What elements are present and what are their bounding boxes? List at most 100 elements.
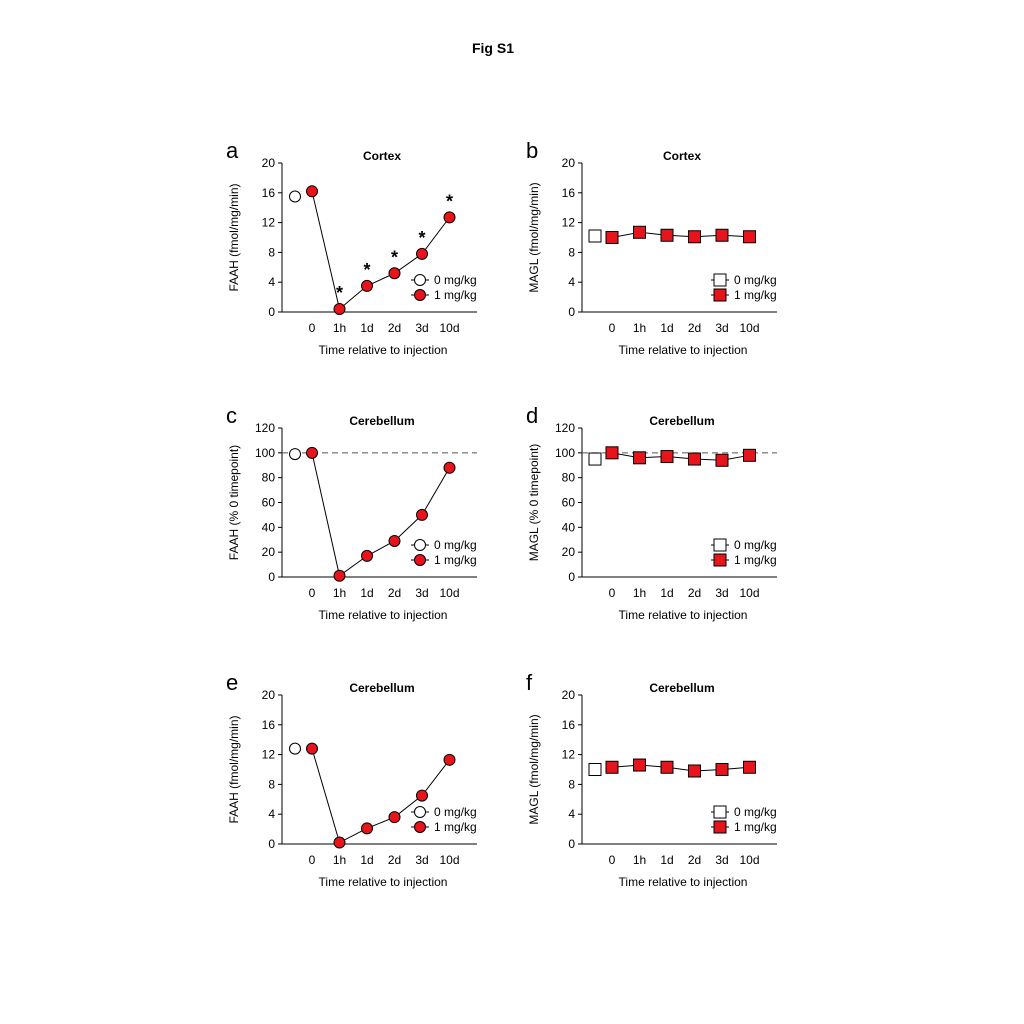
panel-letter: a bbox=[226, 138, 239, 163]
x-axis-label: Time relative to injection bbox=[319, 875, 448, 889]
data-point-marker bbox=[306, 185, 318, 198]
data-point-marker bbox=[660, 760, 674, 774]
series-line bbox=[611, 231, 750, 238]
series-line bbox=[611, 764, 750, 772]
x-tick-label: 1d bbox=[360, 853, 373, 867]
x-tick-label: 2d bbox=[688, 321, 701, 335]
y-tick-label: 8 bbox=[568, 245, 575, 259]
legend-marker bbox=[414, 274, 426, 286]
data-point-marker bbox=[289, 742, 301, 755]
panel-letter: f bbox=[526, 670, 533, 695]
data-point-marker bbox=[605, 231, 619, 244]
data-point-marker bbox=[688, 764, 701, 778]
x-tick-label: 1d bbox=[360, 321, 373, 335]
data-point-marker bbox=[588, 229, 602, 243]
y-tick-label: 20 bbox=[562, 688, 576, 702]
data-point-marker bbox=[633, 225, 646, 239]
y-tick-label: 20 bbox=[562, 156, 576, 170]
x-axis-label: Time relative to injection bbox=[319, 608, 448, 622]
x-tick-label: 1h bbox=[333, 853, 346, 867]
y-tick-label: 60 bbox=[562, 496, 576, 510]
y-axis-label: FAAH (% 0 timepoint) bbox=[227, 445, 241, 560]
y-tick-label: 20 bbox=[262, 688, 276, 702]
legend-label: 1 mg/kg bbox=[434, 553, 477, 567]
x-tick-label: 1d bbox=[660, 853, 673, 867]
legend-marker bbox=[713, 553, 727, 567]
data-point-marker bbox=[605, 760, 619, 774]
series-line bbox=[311, 748, 450, 844]
x-tick-label: 10d bbox=[439, 853, 459, 867]
y-tick-label: 120 bbox=[255, 421, 275, 435]
legend-marker bbox=[414, 806, 426, 818]
x-tick-label: 2d bbox=[388, 586, 401, 600]
y-tick-label: 16 bbox=[262, 186, 276, 200]
data-point-marker bbox=[416, 247, 428, 260]
data-point-marker bbox=[588, 452, 602, 466]
significance-star: * bbox=[446, 191, 453, 211]
x-tick-label: 0 bbox=[609, 586, 616, 600]
legend-marker bbox=[414, 821, 426, 833]
significance-star: * bbox=[363, 260, 370, 280]
y-tick-label: 20 bbox=[262, 545, 276, 559]
chart-panel-e: e Cerebellum 0 4 8 12 16 20 0 1h 1d 2d 3d 10d Time rel… bbox=[226, 670, 477, 889]
data-point-marker bbox=[333, 836, 346, 849]
y-tick-label: 16 bbox=[562, 718, 576, 732]
y-tick-label: 12 bbox=[262, 748, 276, 762]
legend-marker bbox=[713, 538, 727, 552]
y-tick-label: 8 bbox=[268, 777, 275, 791]
data-point-marker bbox=[633, 758, 646, 772]
y-tick-label: 0 bbox=[568, 570, 575, 584]
panel-title: Cerebellum bbox=[649, 414, 714, 428]
x-tick-label: 1h bbox=[633, 853, 646, 867]
legend-label: 0 mg/kg bbox=[734, 538, 777, 552]
legend-label: 1 mg/kg bbox=[734, 288, 777, 302]
panel-title: Cerebellum bbox=[649, 681, 714, 695]
x-tick-label: 1d bbox=[660, 586, 673, 600]
y-axis-label: MAGL (fmol/mg/min) bbox=[527, 714, 541, 824]
y-axis-label: FAAH (fmol/mg/min) bbox=[227, 715, 241, 823]
data-point-marker bbox=[605, 446, 619, 460]
legend-marker bbox=[414, 289, 426, 301]
x-tick-label: 3d bbox=[415, 853, 428, 867]
panel-title: Cerebellum bbox=[349, 681, 414, 695]
data-point-marker bbox=[688, 230, 701, 244]
y-tick-label: 20 bbox=[262, 156, 276, 170]
series-line bbox=[311, 452, 450, 577]
y-tick-label: 8 bbox=[568, 777, 575, 791]
data-point-marker bbox=[388, 811, 401, 824]
x-tick-label: 2d bbox=[388, 321, 401, 335]
panel-letter: b bbox=[526, 138, 538, 163]
x-axis-label: Time relative to injection bbox=[319, 343, 448, 357]
x-tick-label: 1h bbox=[633, 586, 646, 600]
y-tick-label: 120 bbox=[555, 421, 575, 435]
legend-marker bbox=[713, 273, 727, 287]
x-tick-label: 10d bbox=[439, 586, 459, 600]
y-tick-label: 12 bbox=[562, 748, 576, 762]
data-point-marker bbox=[688, 452, 701, 466]
x-tick-label: 2d bbox=[688, 853, 701, 867]
x-tick-label: 1h bbox=[633, 321, 646, 335]
x-axis-label: Time relative to injection bbox=[619, 875, 748, 889]
legend-marker bbox=[713, 805, 727, 819]
panel-letter: d bbox=[526, 403, 538, 428]
significance-star: * bbox=[418, 228, 425, 248]
data-point-marker bbox=[306, 742, 318, 755]
data-point-marker bbox=[443, 753, 456, 766]
data-point-marker bbox=[588, 763, 602, 776]
y-tick-label: 16 bbox=[262, 718, 276, 732]
x-axis-label: Time relative to injection bbox=[619, 608, 748, 622]
y-axis-label: MAGL (% 0 timepoint) bbox=[527, 444, 541, 562]
y-tick-label: 4 bbox=[268, 275, 275, 289]
y-tick-label: 4 bbox=[268, 807, 275, 821]
data-point-marker bbox=[660, 228, 674, 242]
data-point-marker bbox=[361, 279, 373, 292]
data-point-marker bbox=[333, 569, 346, 582]
y-tick-label: 80 bbox=[262, 471, 276, 485]
legend-label: 1 mg/kg bbox=[434, 820, 477, 834]
legend-label: 0 mg/kg bbox=[434, 805, 477, 819]
legend-label: 0 mg/kg bbox=[434, 538, 477, 552]
y-tick-label: 80 bbox=[562, 471, 576, 485]
legend-marker bbox=[414, 554, 426, 566]
figure-title: Fig S1 bbox=[471, 40, 514, 56]
chart-panel-f: f Cerebellum 0 4 8 12 16 20 0 1h 1d 2d 3d 10d Time rel… bbox=[526, 670, 777, 889]
